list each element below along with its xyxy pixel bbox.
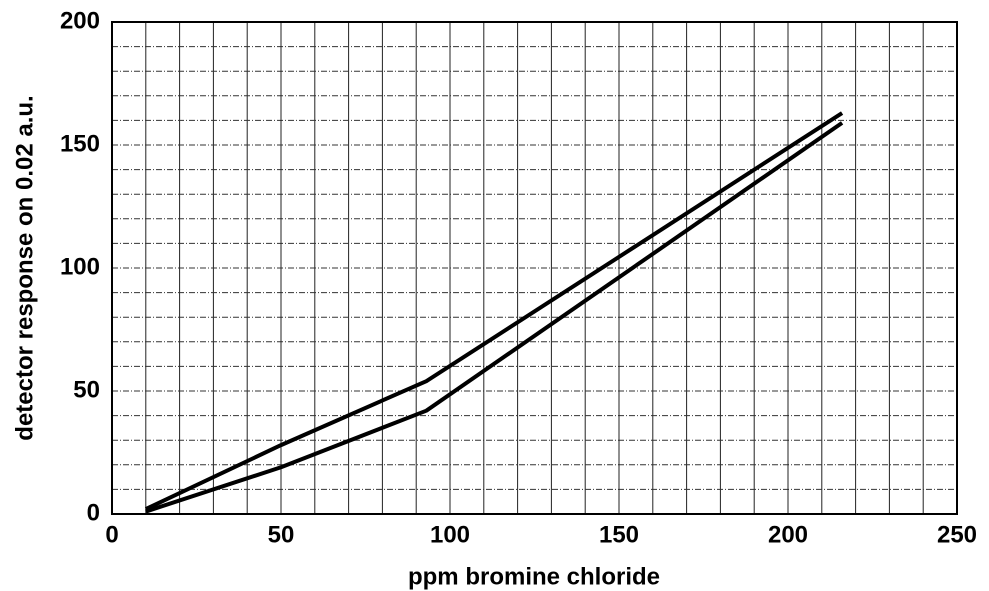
y-tick-label: 200 [60, 7, 100, 34]
y-tick-label: 50 [73, 376, 100, 403]
y-tick-label: 0 [87, 499, 100, 526]
y-tick-label: 100 [60, 253, 100, 280]
y-axis-label: detector response on 0.02 a.u. [11, 95, 38, 440]
x-tick-label: 250 [937, 521, 977, 548]
x-tick-label: 0 [105, 521, 118, 548]
x-tick-label: 200 [768, 521, 808, 548]
data-line [144, 111, 844, 511]
x-axis-label: ppm bromine chloride [408, 563, 660, 590]
x-tick-label: 100 [430, 521, 470, 548]
x-tick-label: 150 [599, 521, 639, 548]
y-tick-label: 150 [60, 130, 100, 157]
plot-frame [111, 21, 958, 515]
x-tick-label: 50 [268, 521, 295, 548]
data-line [145, 121, 844, 514]
